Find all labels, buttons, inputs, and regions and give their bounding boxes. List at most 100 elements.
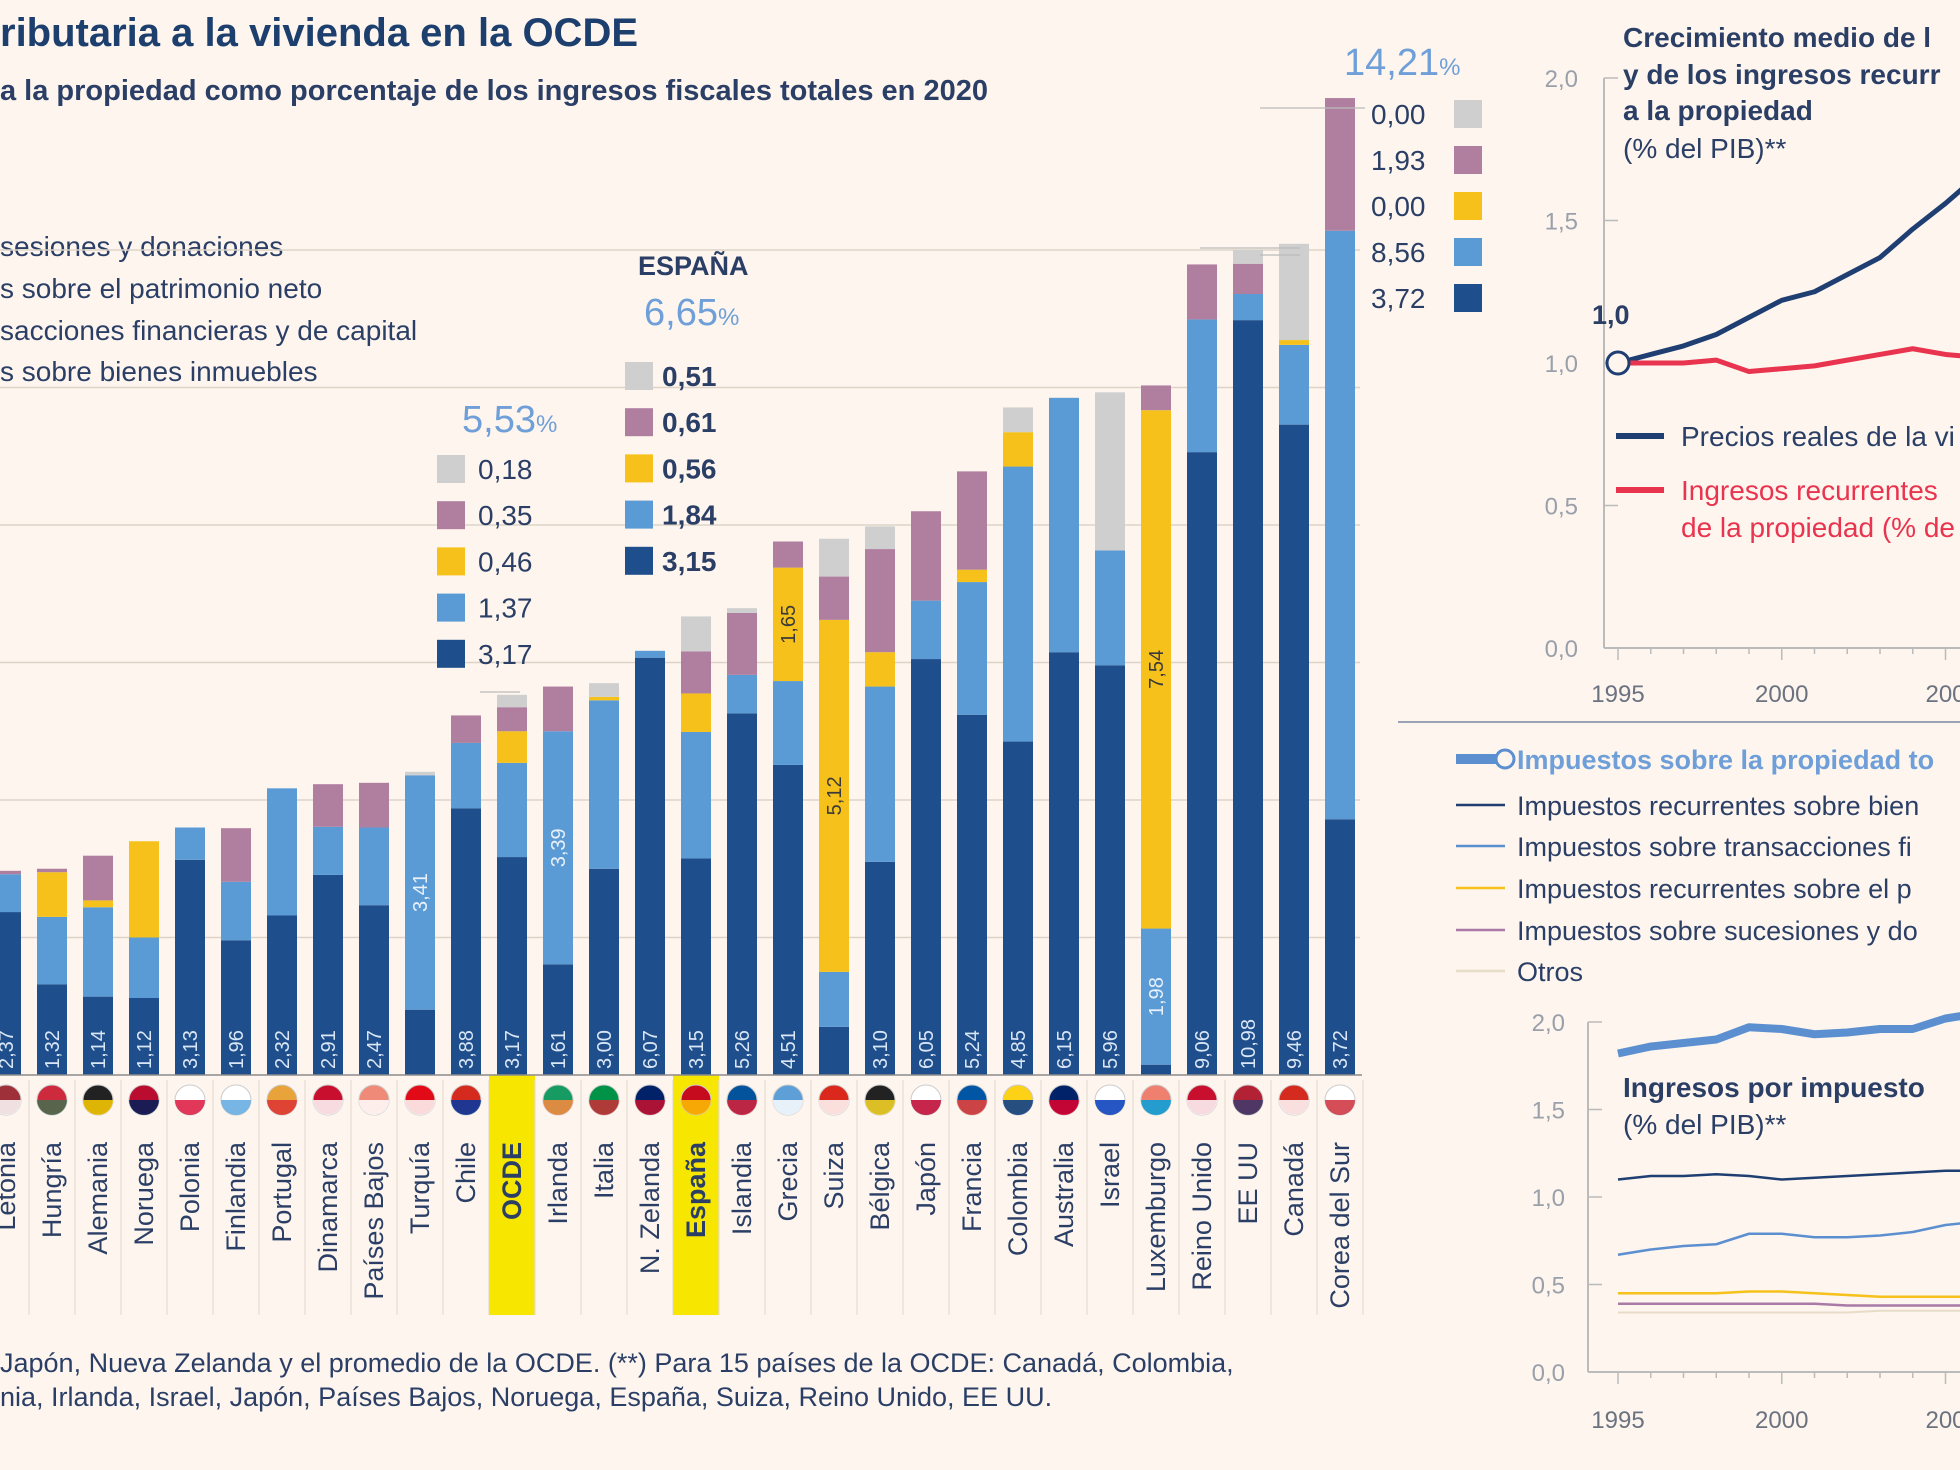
legend-item-transacciones: sacciones financieras y de capital (0, 315, 417, 346)
country-label: Reino Unido (1187, 1142, 1217, 1291)
bar-chart: 2,37 Letonia 1,32 Hungría 1,14 Alemania 1,12 No… (0, 98, 1364, 1315)
bar-segment-patrimonio (589, 696, 619, 701)
bar-segment-inmuebles (1095, 665, 1125, 1075)
bar-segment-sucesiones (1325, 98, 1355, 231)
bar-segment-inmuebles (221, 940, 251, 1075)
callout-swatch (625, 500, 653, 529)
bar-value-label: 3,13 (180, 1030, 202, 1069)
country-label: Islandia (727, 1141, 757, 1235)
bar-segment-transacciones (267, 788, 297, 916)
bar-segment-inmuebles (129, 998, 159, 1075)
bar-segment-patrimonio (1141, 410, 1171, 929)
flag-icon-half (267, 1100, 297, 1115)
flag-icon-half (957, 1100, 987, 1115)
bar-segment-patrimonio (819, 619, 849, 972)
bar-segment-sucesiones (543, 686, 573, 732)
callout-value: 0,56 (662, 453, 717, 484)
bar-segment-transacciones (129, 937, 159, 998)
bar-segment-transacciones (37, 916, 67, 985)
country-label: Canadá (1279, 1141, 1309, 1237)
bar-segment-sucesiones (359, 782, 389, 828)
footnote-line-2: nia, Irlanda, Israel, Japón, Países Bajo… (0, 1382, 1052, 1412)
bar-segment-transacciones (819, 971, 849, 1027)
country-label: Suiza (819, 1141, 849, 1210)
start-label: 1,0 (1592, 300, 1630, 330)
country-label: Dinamarca (313, 1141, 343, 1273)
legend-label: Precios reales de la vi (1681, 421, 1955, 452)
callout-value: 8,56 (1371, 237, 1426, 268)
callout-value: 3,17 (478, 639, 533, 670)
callout-value: 0,00 (1371, 191, 1426, 222)
series-line (1617, 187, 1960, 366)
bar-value-label: 3,00 (594, 1030, 616, 1069)
callout-value: 0,18 (478, 454, 533, 485)
legend-item-inmuebles: s sobre bienes inmuebles (0, 356, 318, 387)
series-line (1617, 1012, 1960, 1058)
bar-segment-transacciones (635, 650, 665, 658)
callout-swatch (437, 593, 465, 622)
series-line (1618, 1309, 1960, 1314)
bar-segment-otros (681, 616, 711, 652)
callout-swatch (1454, 192, 1482, 220)
flag-icon-half (1095, 1100, 1125, 1115)
country-label: Japón (911, 1142, 941, 1216)
callout-value: 3,72 (1371, 283, 1426, 314)
flag-icon-half (1049, 1100, 1079, 1115)
bar-segment-transacciones (451, 742, 481, 809)
bar-segment-sucesiones (911, 511, 941, 601)
y-tick-label: 1,0 (1532, 1185, 1565, 1212)
flag-icon-half (405, 1100, 435, 1115)
country-label: Italia (589, 1141, 619, 1199)
bar-segment-inmuebles (267, 915, 297, 1075)
callout-swatch (1454, 284, 1482, 312)
bar-segment-transacciones (313, 826, 343, 875)
bar-value-label: 10,98 (1238, 1019, 1260, 1069)
flag-icon-half (83, 1100, 113, 1115)
legend-label: Otros (1517, 957, 1583, 987)
country-label: Colombia (1003, 1141, 1033, 1256)
callout-value: 1,84 (662, 500, 717, 531)
bar-segment-otros (497, 694, 527, 708)
bar-segment-inmuebles (957, 714, 987, 1075)
country-label: Turquía (405, 1141, 435, 1234)
bar-segment-inmuebles (773, 764, 803, 1075)
flag-icon-half (589, 1100, 619, 1115)
bar-segment-sucesiones (957, 471, 987, 570)
bar-segment-otros (1279, 243, 1309, 341)
flag-icon-half (543, 1100, 573, 1115)
bar-segment-patrimonio (1003, 432, 1033, 467)
legend-marker (1494, 748, 1516, 770)
series-line (1618, 1290, 1960, 1298)
x-tick-label: 200 (1925, 681, 1960, 708)
bar-segment-transacciones (1187, 319, 1217, 453)
bar-segment-inmuebles (635, 657, 665, 1075)
flag-icon-half (1141, 1100, 1171, 1115)
callout-total: 14,21% (1344, 42, 1460, 84)
y-tick-label: 1,0 (1545, 351, 1578, 378)
y-tick-label: 0,5 (1532, 1273, 1565, 1300)
bar-segment-otros (819, 538, 849, 577)
bar-value-label: 3,17 (502, 1030, 524, 1069)
callout-swatch (437, 455, 465, 483)
country-label: Portugal (267, 1142, 297, 1243)
bar-segment-transacciones (221, 881, 251, 941)
bar-segment-patrimonio (129, 841, 159, 938)
bar-value-label: 5,96 (1100, 1030, 1122, 1069)
callout-swatch (1454, 238, 1482, 266)
bar-value-label: 1,12 (134, 1030, 156, 1069)
flag-icon-half (129, 1100, 159, 1115)
y-tick-label: 1,5 (1545, 209, 1578, 236)
bar-segment-transacciones (1095, 550, 1125, 666)
bar-segment-transacciones (359, 827, 389, 906)
bar-segment-transacciones (0, 874, 21, 913)
bar-segment-sucesiones (313, 784, 343, 827)
line-chart-title: (% del PIB)** (1623, 133, 1786, 164)
flag-icon-half (1233, 1100, 1263, 1115)
bar-value-label: 1,14 (88, 1030, 110, 1069)
bar-segment-transacciones (1141, 928, 1171, 1065)
bar-value-label: 2,47 (364, 1030, 386, 1069)
highlight-band (489, 1075, 535, 1315)
bar-segment-inmuebles (543, 964, 573, 1075)
callout-swatch (625, 362, 653, 390)
flag-icon-half (0, 1100, 21, 1115)
